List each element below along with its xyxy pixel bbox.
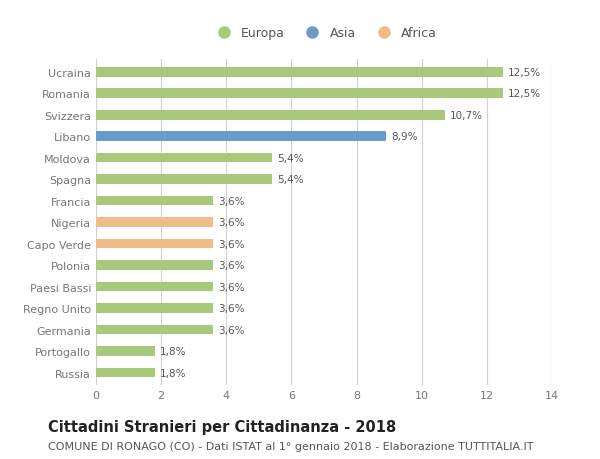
Bar bbox=[96, 175, 272, 185]
Text: 12,5%: 12,5% bbox=[508, 67, 541, 78]
Bar bbox=[96, 261, 213, 270]
Text: 8,9%: 8,9% bbox=[391, 132, 417, 142]
Text: 3,6%: 3,6% bbox=[218, 282, 245, 292]
Bar bbox=[96, 368, 155, 377]
Text: Cittadini Stranieri per Cittadinanza - 2018: Cittadini Stranieri per Cittadinanza - 2… bbox=[48, 419, 396, 434]
Bar bbox=[96, 218, 213, 228]
Text: 12,5%: 12,5% bbox=[508, 89, 541, 99]
Text: 5,4%: 5,4% bbox=[277, 175, 303, 185]
Bar bbox=[96, 132, 386, 142]
Text: 3,6%: 3,6% bbox=[218, 196, 245, 206]
Text: 3,6%: 3,6% bbox=[218, 239, 245, 249]
Text: 5,4%: 5,4% bbox=[277, 153, 303, 163]
Text: 10,7%: 10,7% bbox=[449, 111, 482, 120]
Legend: Europa, Asia, Africa: Europa, Asia, Africa bbox=[207, 23, 441, 44]
Text: 3,6%: 3,6% bbox=[218, 218, 245, 228]
Text: 1,8%: 1,8% bbox=[160, 368, 186, 378]
Bar bbox=[96, 325, 213, 335]
Bar bbox=[96, 111, 445, 120]
Bar bbox=[96, 239, 213, 249]
Bar bbox=[96, 196, 213, 206]
Bar bbox=[96, 303, 213, 313]
Bar bbox=[96, 282, 213, 292]
Bar bbox=[96, 68, 503, 78]
Text: COMUNE DI RONAGO (CO) - Dati ISTAT al 1° gennaio 2018 - Elaborazione TUTTITALIA.: COMUNE DI RONAGO (CO) - Dati ISTAT al 1°… bbox=[48, 441, 533, 451]
Bar bbox=[96, 347, 155, 356]
Text: 3,6%: 3,6% bbox=[218, 303, 245, 313]
Bar bbox=[96, 153, 272, 163]
Text: 1,8%: 1,8% bbox=[160, 346, 186, 356]
Bar bbox=[96, 89, 503, 99]
Text: 3,6%: 3,6% bbox=[218, 261, 245, 270]
Text: 3,6%: 3,6% bbox=[218, 325, 245, 335]
